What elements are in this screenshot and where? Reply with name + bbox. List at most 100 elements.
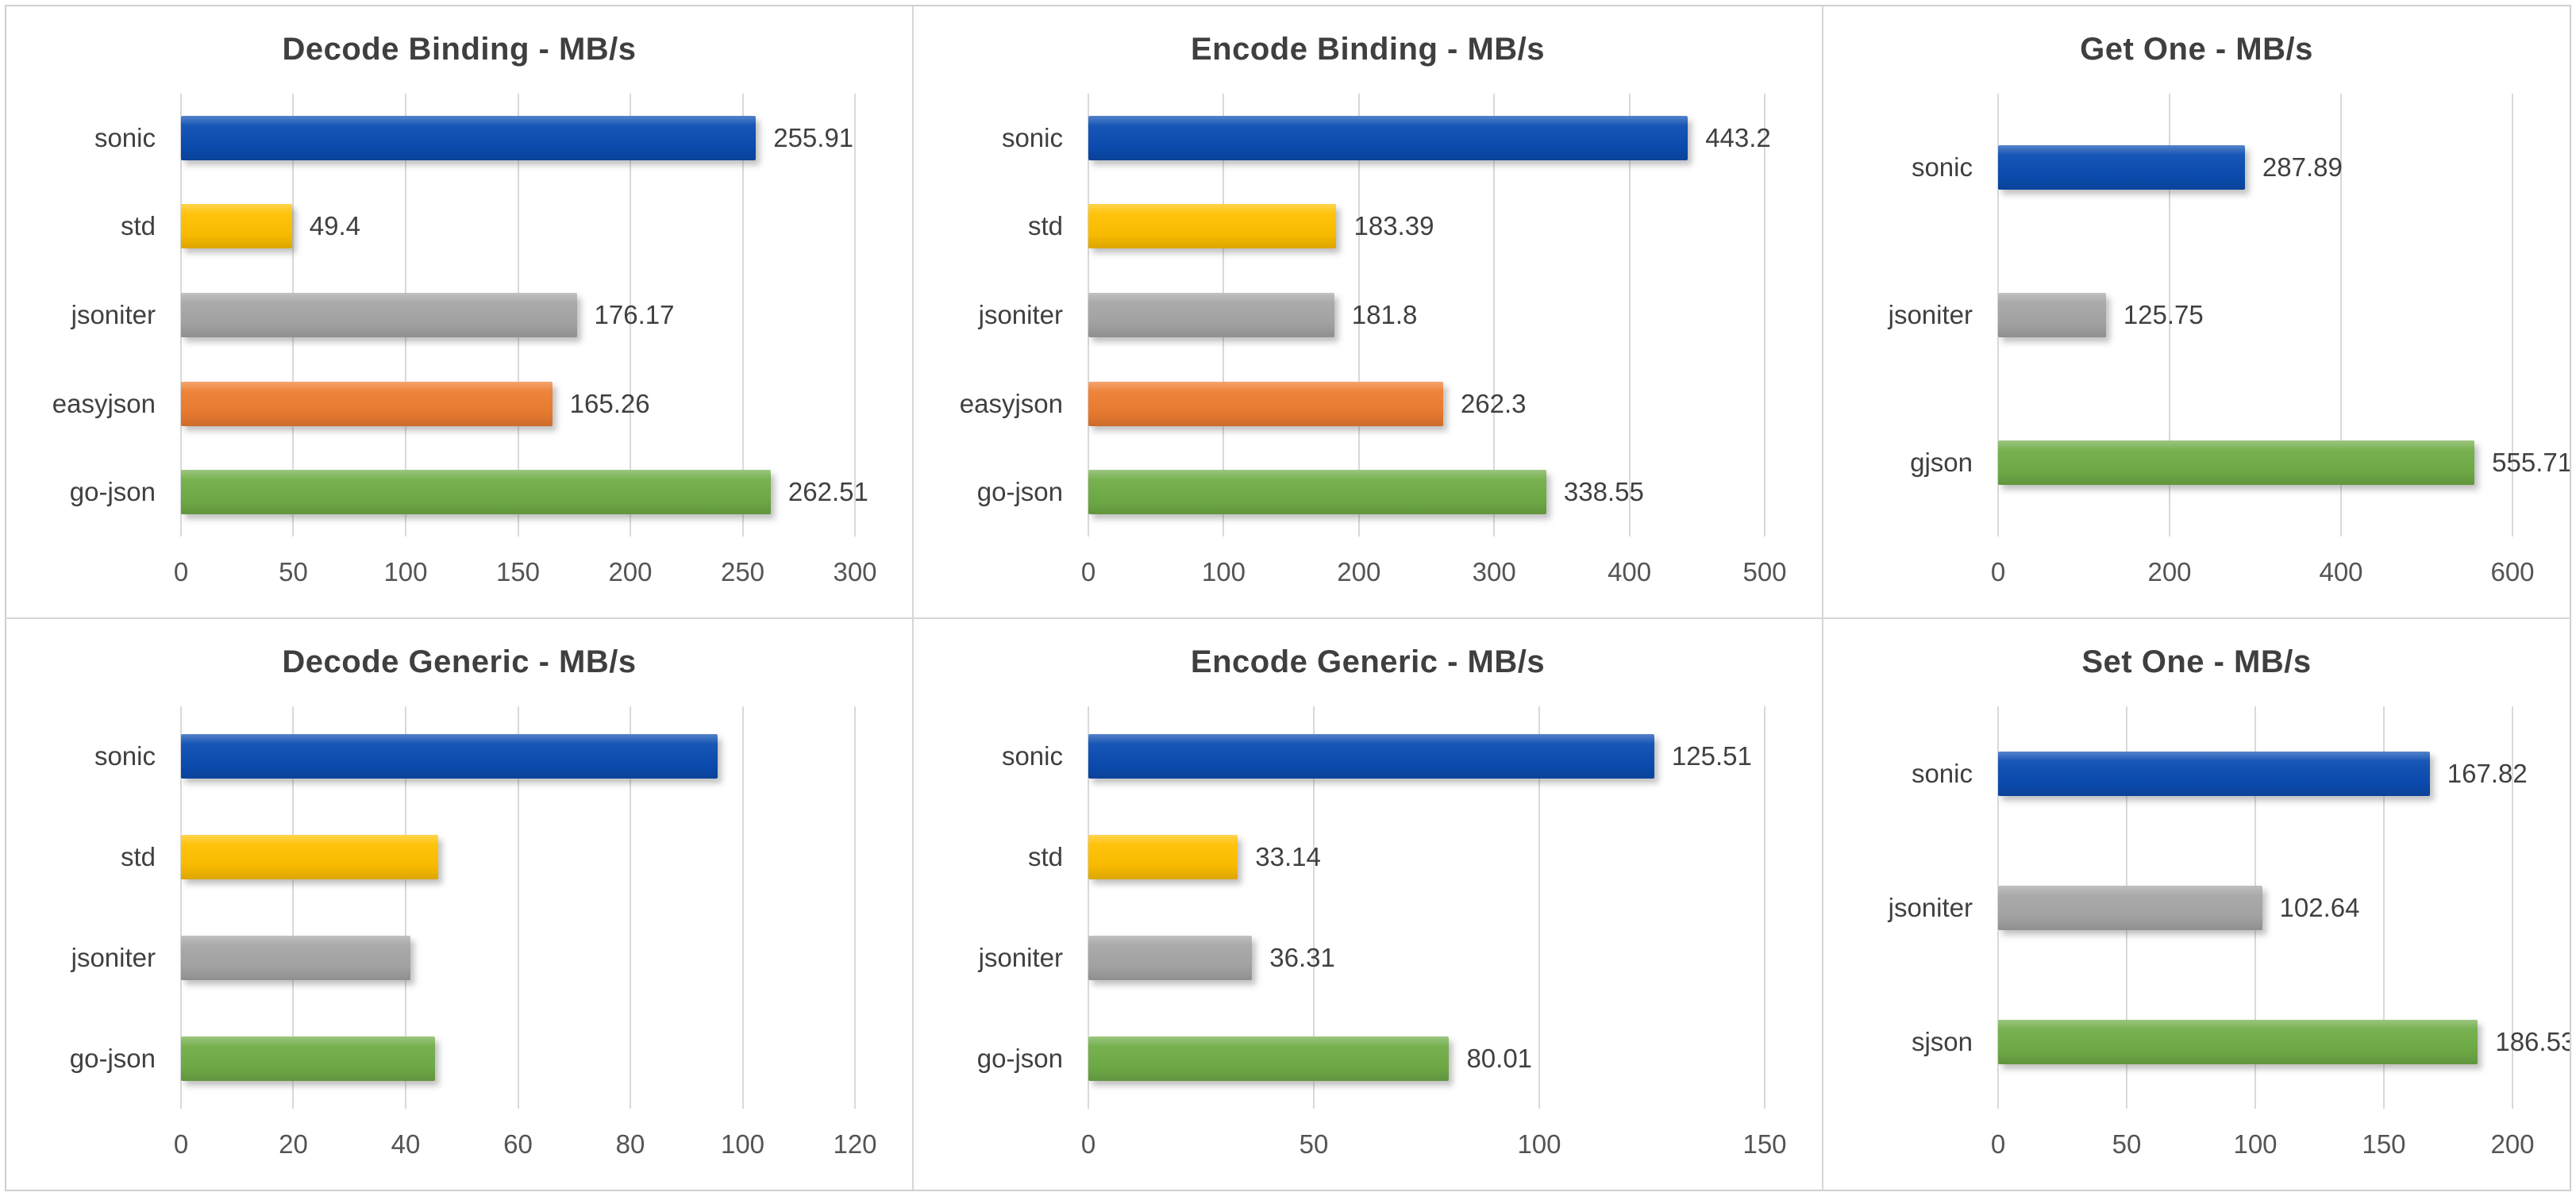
tick-label: 50	[1299, 1129, 1329, 1159]
bar	[1088, 115, 1688, 160]
bar-row: 165.26	[181, 360, 855, 448]
value-label: 49.4	[309, 211, 361, 241]
bar-row: 125.51	[1088, 706, 1765, 807]
category-label: easyjson	[52, 388, 156, 418]
bar	[181, 470, 771, 515]
bar	[1088, 835, 1238, 880]
tick-label: 0	[1080, 1129, 1096, 1159]
tick-label: 200	[1337, 557, 1381, 586]
tick-label: 50	[2112, 1129, 2142, 1159]
gridline	[2340, 94, 2342, 536]
bar-row: 176.17	[181, 271, 855, 360]
gridline	[1357, 94, 1360, 536]
chart-body: sonic std jsoniter go-json 0 20 40 60 80 100 120	[6, 706, 912, 1190]
gridline	[180, 706, 182, 1109]
value-label: 443.2	[1705, 122, 1771, 152]
category-labels: sonic jsoniter sjson	[1846, 706, 1998, 1109]
gridline	[1628, 94, 1631, 536]
tick-label: 300	[833, 557, 877, 586]
chart-body: sonic jsoniter gjson 287.89 125.75 555.71 0 2…	[1823, 94, 2570, 617]
value-label: 262.3	[1460, 388, 1527, 418]
value-label: 102.64	[2279, 892, 2360, 922]
tick-label: 100	[1517, 1129, 1561, 1159]
tick-label: 0	[173, 557, 189, 586]
category-label: sonic	[1911, 152, 1973, 182]
bar-row: 33.14	[1088, 807, 1765, 908]
bar-row: 287.89	[1998, 94, 2512, 241]
category-labels: sonic std jsoniter go-json	[29, 706, 181, 1109]
bar-row: 338.55	[1088, 448, 1765, 536]
category-label: gjson	[1910, 448, 1973, 477]
chart-body: sonic std jsoniter go-json 125.51 33.14 36.31…	[914, 706, 1822, 1190]
tick-label: 500	[1742, 557, 1787, 586]
value-label: 555.71	[2492, 448, 2570, 477]
bar-row: 555.71	[1998, 389, 2570, 536]
bar	[1998, 751, 2430, 796]
chart-body: sonic std jsoniter easyjson go-json 255.91 49…	[6, 94, 912, 617]
category-label: sonic	[94, 741, 156, 771]
panel-set-one: Set One - MB/s sonic jsoniter sjson 167.82…	[1823, 619, 2570, 1190]
gridline	[741, 706, 744, 1109]
tick-label: 150	[495, 557, 541, 586]
bar	[1088, 734, 1654, 779]
category-labels: sonic std jsoniter easyjson go-json	[29, 94, 181, 536]
value-label: 338.55	[1563, 477, 1644, 507]
chart-title: Decode Generic - MB/s	[282, 644, 637, 679]
plot-area	[180, 706, 856, 1109]
value-label: 262.51	[787, 477, 868, 507]
bar	[181, 935, 411, 980]
bar-row: 262.51	[181, 448, 868, 536]
value-label: 186.53	[2495, 1026, 2570, 1056]
category-label: easyjson	[959, 388, 1063, 418]
bar-row: 186.53	[1998, 975, 2570, 1109]
charts-grid: Decode Binding - MB/s sonic std jsoniter ea…	[6, 6, 2570, 1190]
bar	[181, 381, 553, 426]
gridline	[292, 706, 295, 1109]
category-label: go-json	[976, 477, 1063, 507]
value-label: 167.82	[2447, 758, 2528, 788]
bar-row: 49.4	[181, 183, 855, 271]
bar-row: 102.64	[1998, 840, 2512, 975]
category-label: sjson	[1911, 1026, 1973, 1056]
tick-label: 60	[503, 1129, 533, 1159]
category-label: jsoniter	[71, 942, 156, 972]
panel-encode-generic: Encode Generic - MB/s sonic std jsoniter go…	[914, 619, 1823, 1190]
category-label: std	[1027, 842, 1063, 872]
gridline	[1764, 706, 1765, 1109]
value-label: 181.8	[1351, 299, 1418, 329]
value-label: 33.14	[1255, 842, 1321, 872]
value-label: 176.17	[594, 299, 675, 329]
x-axis-ticks: 0 200 400 600	[1991, 536, 2535, 610]
gridline	[517, 706, 519, 1109]
tick-label: 250	[720, 557, 765, 586]
bar-row: 80.01	[1088, 1008, 1765, 1109]
gridline	[404, 706, 406, 1109]
bar	[181, 734, 718, 779]
bar	[1088, 1036, 1450, 1081]
tick-label: 600	[2490, 557, 2535, 586]
category-label: std	[120, 842, 156, 872]
bar-row: 36.31	[1088, 908, 1765, 1009]
bar-row	[181, 1008, 855, 1109]
tick-label: 80	[615, 1129, 645, 1159]
bar	[1088, 935, 1253, 980]
gridline	[1493, 94, 1496, 536]
tick-label: 40	[391, 1129, 421, 1159]
chart-title: Decode Binding - MB/s	[282, 32, 637, 67]
tick-label: 20	[279, 1129, 308, 1159]
bar	[181, 204, 292, 249]
bar	[1088, 204, 1337, 249]
tick-label: 50	[279, 557, 308, 586]
tick-label: 0	[173, 1129, 189, 1159]
bar-row: 125.75	[1998, 241, 2512, 389]
value-label: 165.26	[569, 388, 650, 418]
plot-area: 443.2 183.39 181.8 262.3 338.55	[1088, 94, 1771, 536]
value-label: 36.31	[1269, 942, 1335, 972]
panel-decode-binding: Decode Binding - MB/s sonic std jsoniter ea…	[6, 6, 914, 619]
category-label: jsoniter	[1888, 300, 1973, 329]
tick-label: 300	[1472, 557, 1516, 586]
category-label: std	[1027, 211, 1063, 241]
chart-title: Encode Generic - MB/s	[1190, 644, 1546, 679]
gridline	[2169, 94, 2170, 536]
category-label: go-json	[976, 1043, 1063, 1073]
